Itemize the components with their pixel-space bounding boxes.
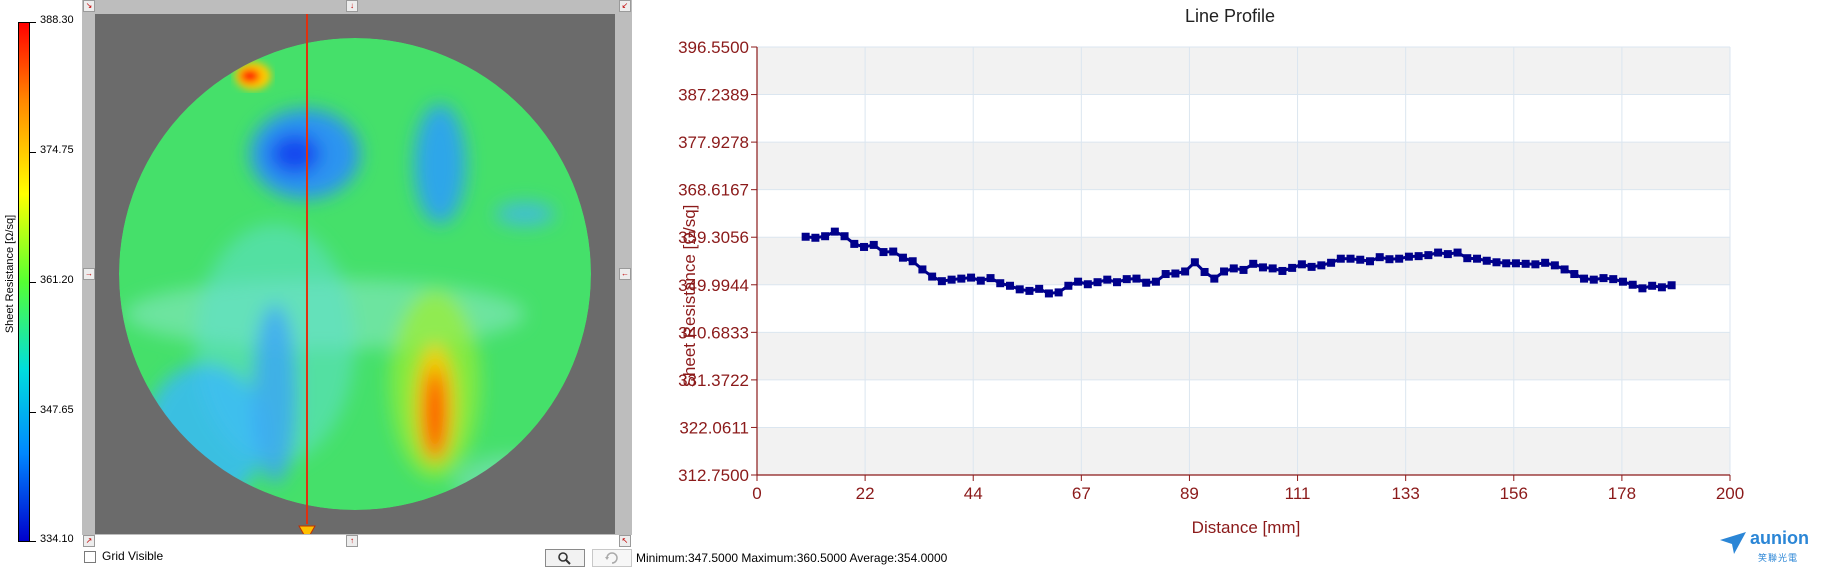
arrow-down-icon[interactable]: ↓ <box>346 0 358 12</box>
grid-visible-checkbox[interactable] <box>84 551 96 563</box>
arrow-right-icon[interactable]: → <box>83 268 95 280</box>
color-scale-tick <box>30 282 36 283</box>
y-tick-label: 312.7500 <box>678 466 749 485</box>
color-scale-tick <box>30 541 36 542</box>
x-tick-label: 133 <box>1391 484 1419 503</box>
color-scale-label: 361.20 <box>40 274 74 286</box>
chart-band <box>757 47 1730 95</box>
y-tick-label: 331.3722 <box>678 371 749 390</box>
x-tick-label: 67 <box>1072 484 1091 503</box>
chart-y-tick-labels: 396.5500 387.2389 377.9278 368.6167 359.3056… <box>678 38 749 485</box>
chart-band <box>757 237 1730 285</box>
color-scale-label: 374.75 <box>40 144 74 156</box>
chart-title: Line Profile <box>1184 6 1276 26</box>
statistics-readout: Minimum:347.5000 Maximum:360.5000 Averag… <box>636 551 948 565</box>
data-point <box>1375 253 1384 262</box>
x-tick-label: 178 <box>1608 484 1636 503</box>
zoom-button[interactable] <box>545 549 585 567</box>
color-scale-tick <box>30 22 36 23</box>
color-scale-label-max: 388.30 <box>40 14 74 26</box>
chart-bands <box>757 47 1730 475</box>
x-tick-label: 22 <box>856 484 875 503</box>
x-tick-label: 44 <box>964 484 983 503</box>
data-point <box>1667 281 1676 290</box>
color-scale-bar <box>18 22 30 542</box>
x-tick-label: 111 <box>1285 484 1311 503</box>
y-tick-label: 368.6167 <box>678 181 749 200</box>
color-scale-tick <box>30 412 36 413</box>
wafer-map-svg <box>119 14 591 542</box>
x-tick-label: 0 <box>752 484 761 503</box>
chart-axes <box>751 46 1731 481</box>
arrow-up-left-icon[interactable]: ↖ <box>619 535 631 547</box>
color-scale-label: 347.65 <box>40 404 74 416</box>
logo-text: aunion <box>1750 528 1809 548</box>
wafer-map-canvas[interactable] <box>95 14 615 542</box>
y-tick-label: 340.6833 <box>678 323 749 342</box>
chart-data-points <box>801 227 1676 298</box>
y-tick-label: 359.3056 <box>678 228 749 247</box>
color-scale-tick <box>30 152 36 153</box>
x-tick-label: 89 <box>1180 484 1199 503</box>
chart-x-axis-label: Distance [mm] <box>1191 518 1301 537</box>
y-tick-label: 349.9944 <box>678 276 749 295</box>
x-tick-label: 200 <box>1716 484 1744 503</box>
y-tick-label: 387.2389 <box>678 86 749 105</box>
logo-subtext: 笑聯光電 <box>1758 553 1799 563</box>
refresh-button[interactable] <box>592 549 632 567</box>
magnifier-icon <box>558 552 571 565</box>
x-tick-label: 156 <box>1500 484 1528 503</box>
profile-line-handle-icon[interactable] <box>298 525 316 542</box>
color-scale-label-min: 334.10 <box>40 533 74 545</box>
arrow-left-icon[interactable]: ← <box>619 268 631 280</box>
arrow-down-left-icon[interactable]: ↙ <box>619 0 631 12</box>
arrow-down-right-icon[interactable]: ↘ <box>83 0 95 12</box>
y-tick-label: 322.0611 <box>679 418 749 437</box>
data-point <box>879 248 888 257</box>
arrow-up-icon[interactable]: ↑ <box>346 535 358 547</box>
chart-band <box>757 142 1730 190</box>
y-tick-label: 377.9278 <box>678 133 749 152</box>
chart-band <box>757 427 1730 475</box>
chart-x-tick-labels: 0 22 44 67 89 111 133 156 178 200 <box>752 484 1744 503</box>
arrow-up-right-icon[interactable]: ↗ <box>83 535 95 547</box>
refresh-icon <box>605 552 618 564</box>
chart-band <box>757 332 1730 380</box>
y-tick-label: 396.5500 <box>678 38 749 57</box>
logo-icon <box>1718 530 1748 561</box>
grid-visible-label: Grid Visible <box>102 549 164 563</box>
